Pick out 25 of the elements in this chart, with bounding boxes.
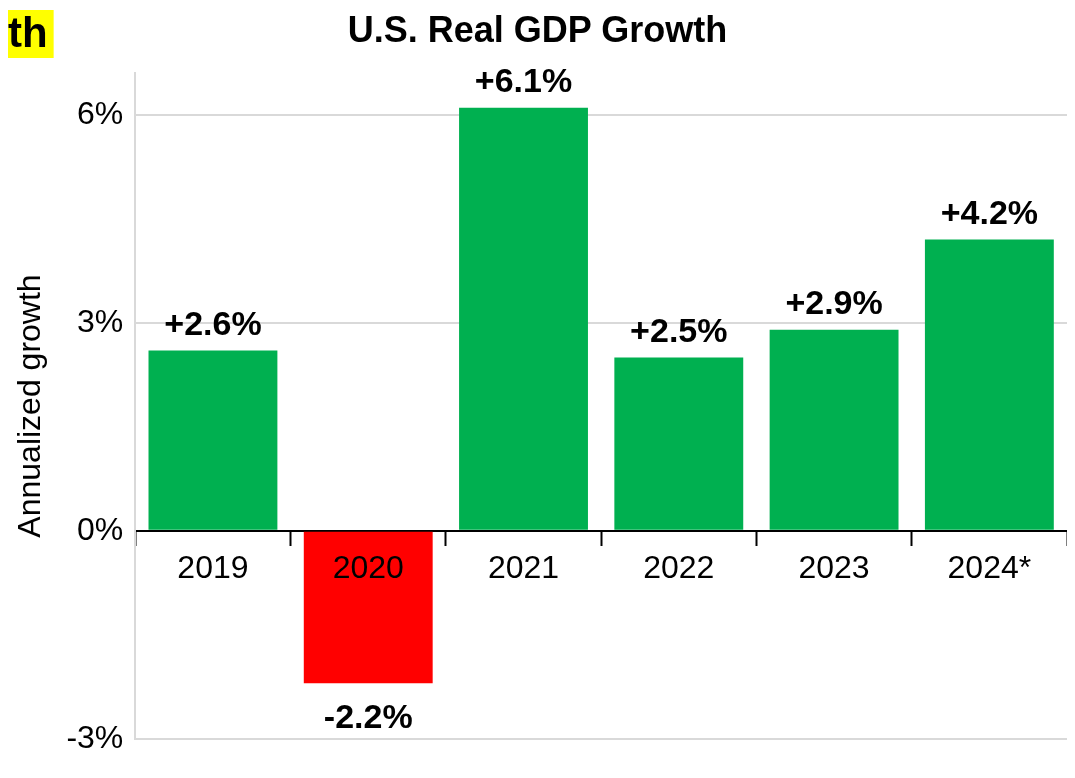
bar xyxy=(769,329,899,530)
x-tick-label: 2022 xyxy=(643,548,715,585)
x-tick-label: 2024* xyxy=(947,548,1032,585)
x-tick-label: 2021 xyxy=(487,548,560,585)
chart-title: U.S. Real GDP Growth xyxy=(347,8,728,50)
data-label: +2.9% xyxy=(785,283,883,322)
data-label: +6.1% xyxy=(474,61,573,100)
y-tick-label: -3% xyxy=(66,718,124,755)
data-label: -2.2% xyxy=(323,696,413,735)
bar xyxy=(924,239,1054,530)
text: th xyxy=(8,8,48,56)
bar xyxy=(148,350,278,530)
x-tick-label: 2020 xyxy=(332,548,404,585)
data-label: +4.2% xyxy=(940,192,1039,231)
bar xyxy=(459,107,588,530)
y-axis-title: Annualized growth xyxy=(11,274,48,538)
x-tick-label: 2023 xyxy=(798,548,870,585)
bar xyxy=(303,531,433,684)
y-tick-label: 0% xyxy=(77,510,124,547)
x-tick-label: 2019 xyxy=(177,548,249,585)
y-tick-label: 3% xyxy=(77,302,124,339)
y-tick-label: 6% xyxy=(77,94,124,131)
bar xyxy=(614,357,744,530)
data-label: +2.6% xyxy=(164,303,262,342)
data-label: +2.5% xyxy=(630,310,728,349)
